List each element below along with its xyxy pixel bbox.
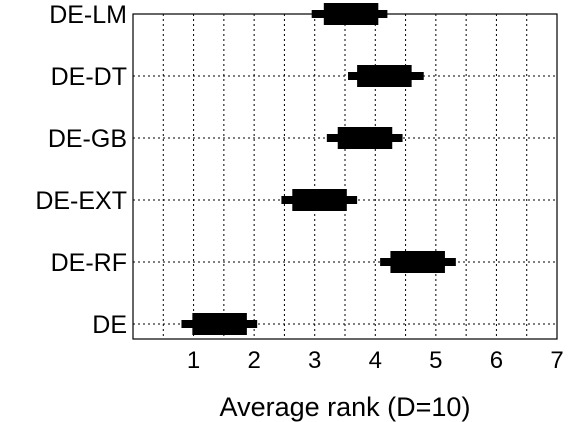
interval-mark xyxy=(380,251,456,273)
x-tick-label: 5 xyxy=(429,347,442,374)
x-axis-title: Average rank (D=10) xyxy=(220,392,471,422)
interval-box xyxy=(337,127,393,149)
x-tick-label: 2 xyxy=(247,347,260,374)
category-label: DE-DT xyxy=(51,63,127,91)
interval-mark xyxy=(348,65,424,87)
interval-box xyxy=(192,313,247,335)
interval-mark xyxy=(181,313,258,335)
interval-box xyxy=(357,65,412,87)
x-tick-label: 6 xyxy=(490,347,503,374)
category-label: DE-RF xyxy=(51,249,127,277)
grid-layer xyxy=(133,14,557,339)
category-labels: DE-LM DE-DT DE-GB DE-EXT DE-RF DE xyxy=(35,1,127,339)
plot-frame xyxy=(132,13,558,340)
interval-box xyxy=(292,189,347,211)
category-label: DE-EXT xyxy=(35,187,127,215)
category-label: DE-GB xyxy=(48,125,127,153)
x-tick-label: 7 xyxy=(550,347,563,374)
interval-box xyxy=(390,251,445,273)
x-tick-label: 4 xyxy=(369,347,382,374)
category-label: DE-LM xyxy=(49,1,127,29)
interval-mark xyxy=(326,127,403,149)
x-tick-label: 1 xyxy=(187,347,200,374)
marks-layer xyxy=(181,3,456,335)
category-label: DE xyxy=(92,311,127,339)
interval-mark xyxy=(281,189,358,211)
x-tick-labels: 1 2 3 4 5 6 7 xyxy=(187,347,564,374)
x-tick-label: 3 xyxy=(308,347,321,374)
